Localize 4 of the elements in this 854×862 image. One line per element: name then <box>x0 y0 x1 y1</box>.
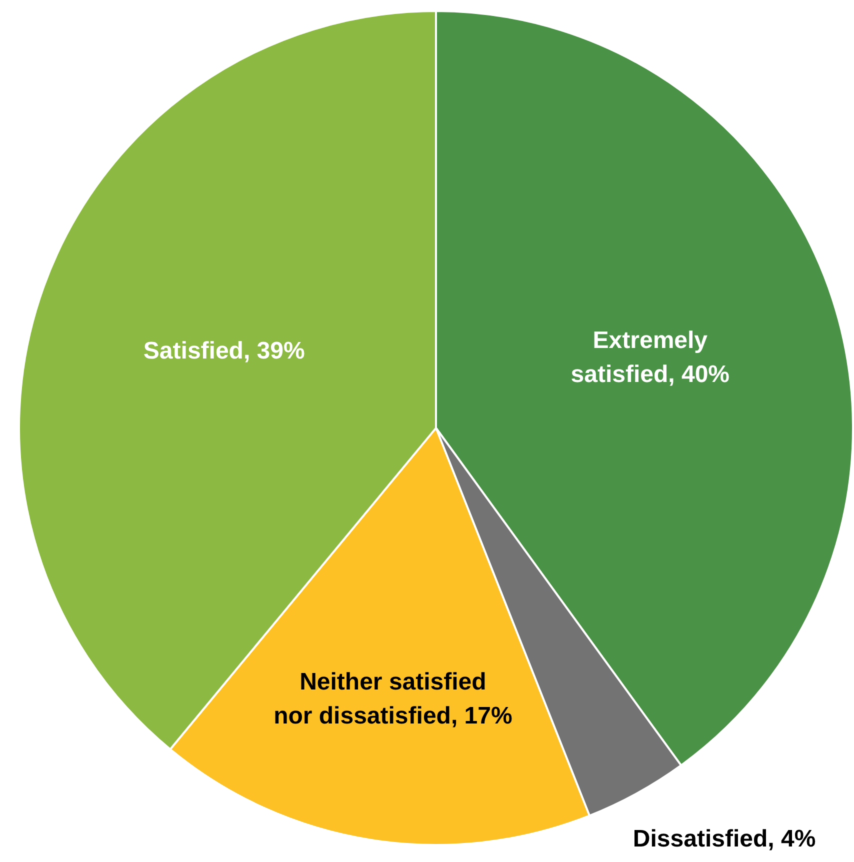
slice-label: Extremely satisfied, 40% <box>570 327 730 388</box>
slice-label: Satisfied, 39% <box>143 337 305 364</box>
slice-label: Neither satisfied nor dissatisfied, 17% <box>274 668 512 730</box>
slice-label: Dissatisfied, 4% <box>632 826 816 853</box>
